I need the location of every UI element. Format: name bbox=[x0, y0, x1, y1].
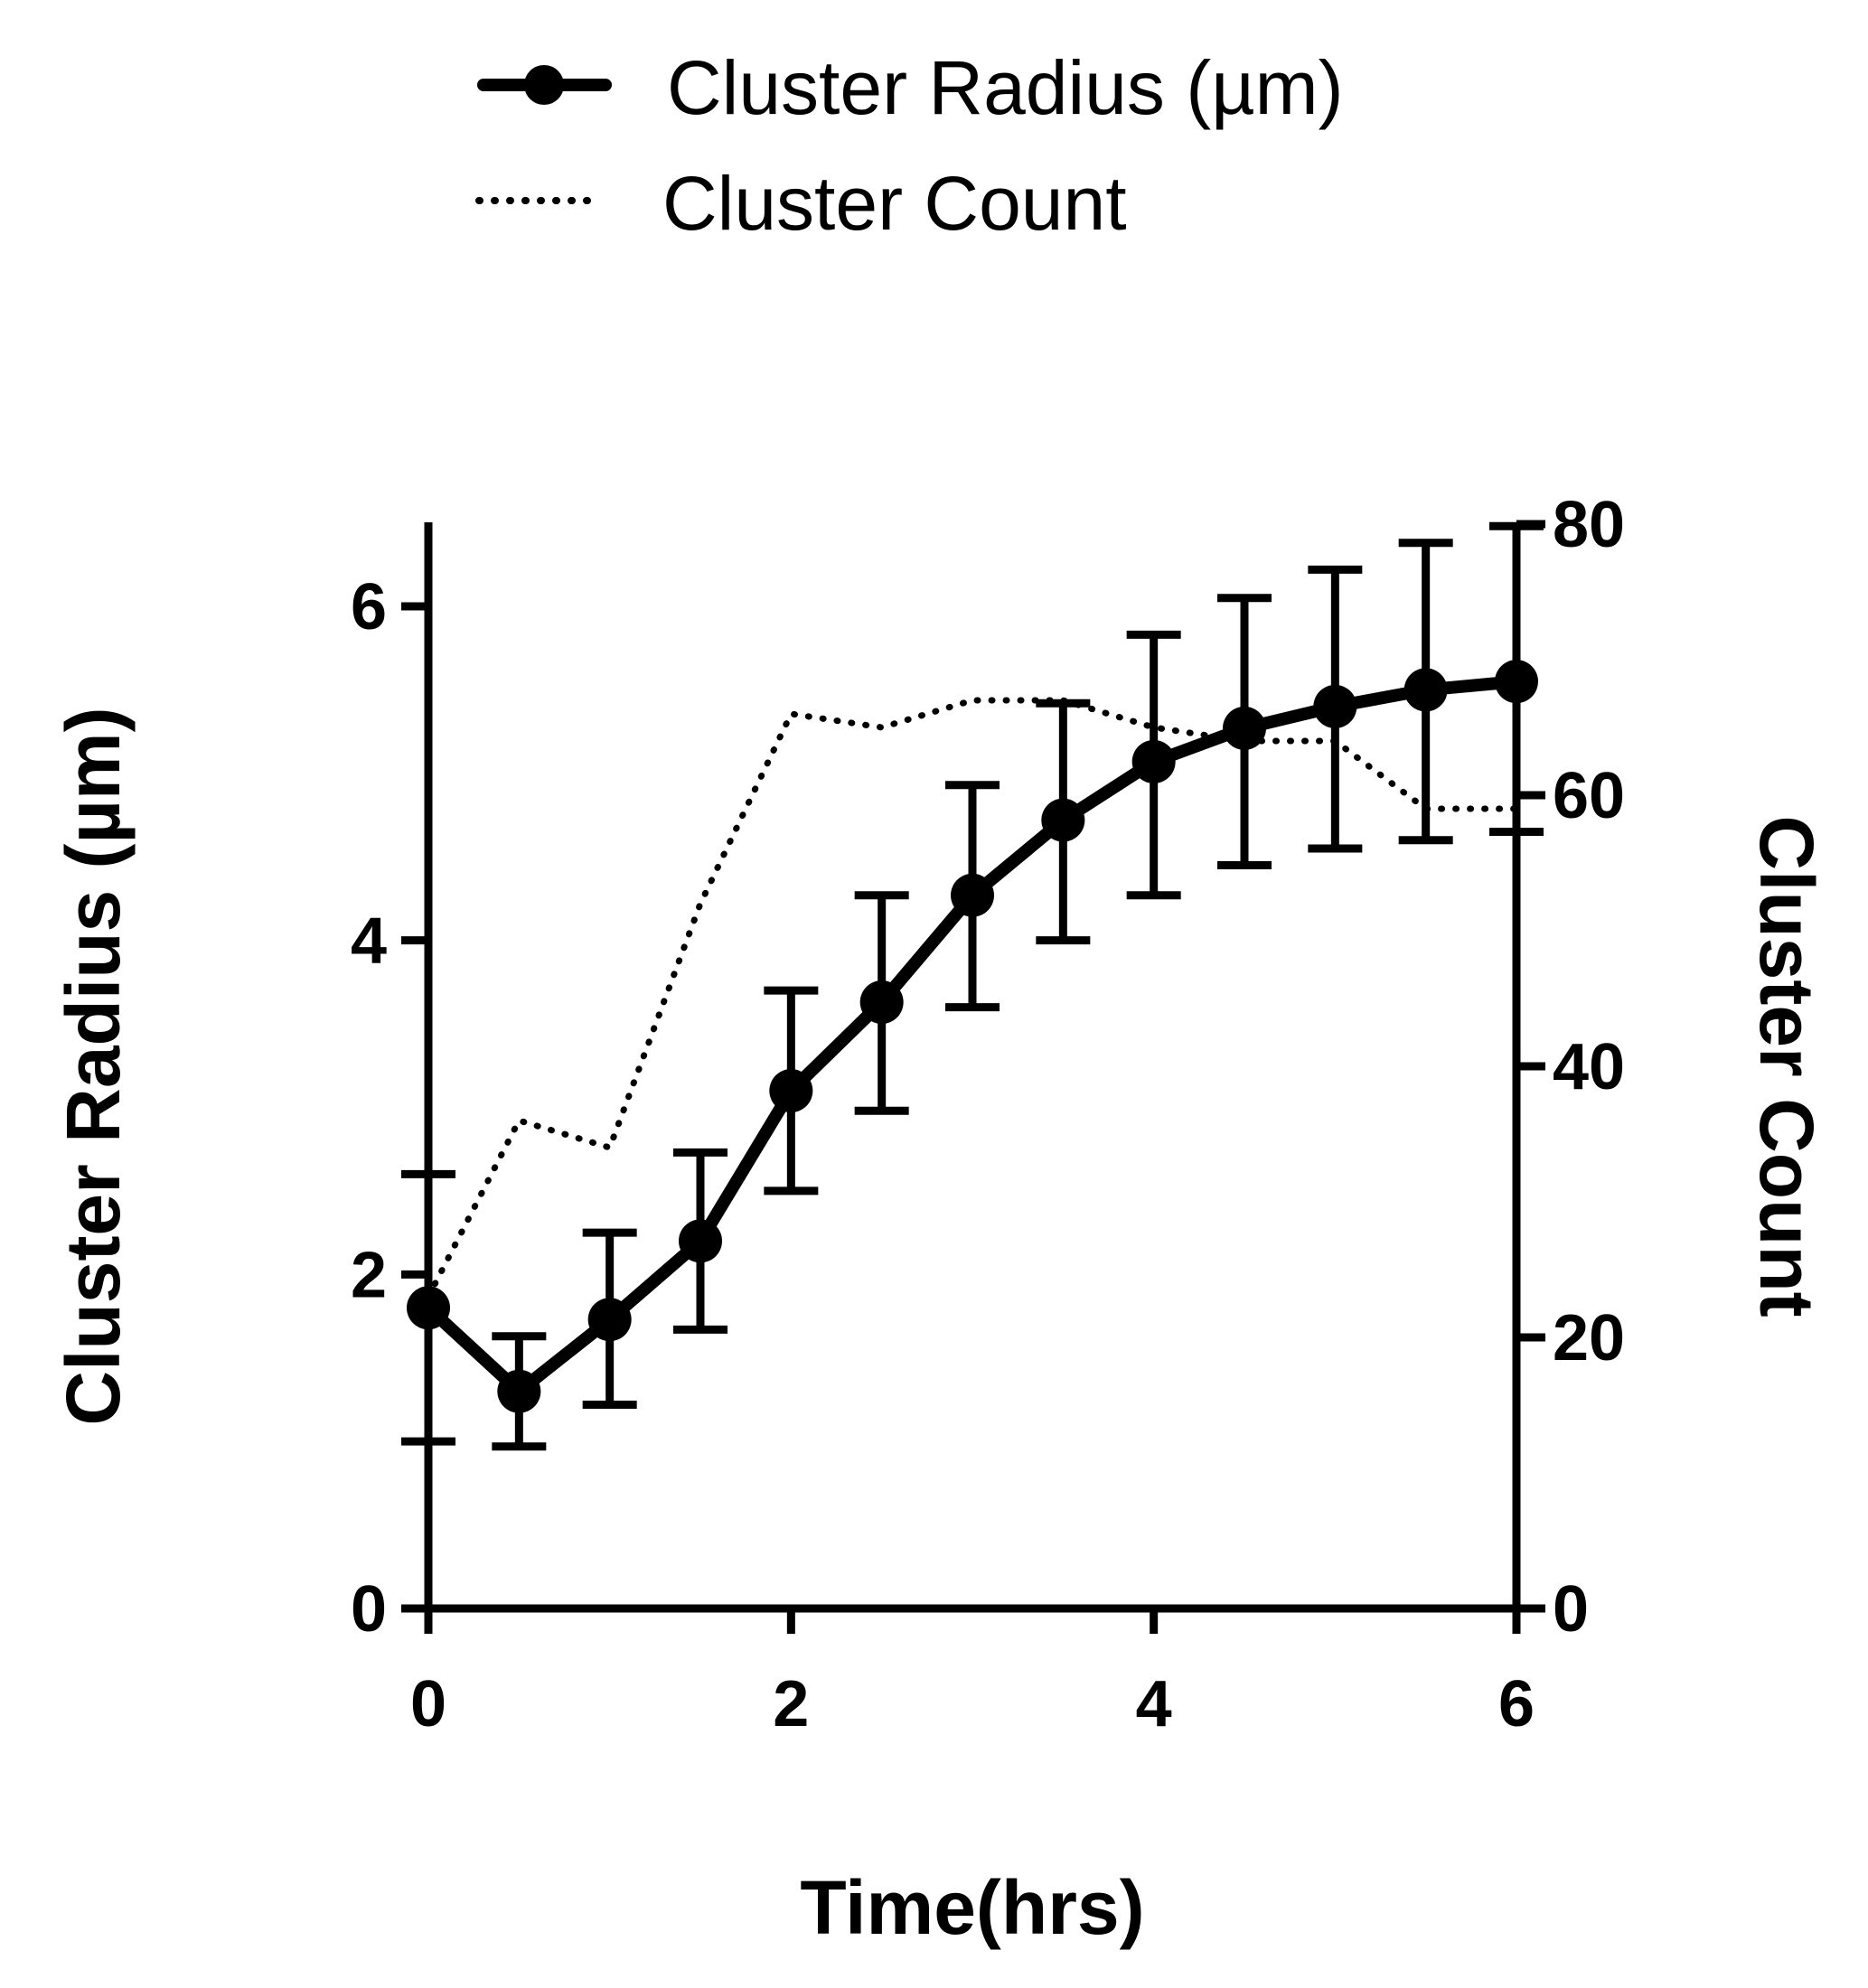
legend: Cluster Radius (µm) Cluster Count bbox=[475, 45, 1344, 246]
series-cluster-radius bbox=[407, 660, 1538, 1413]
cluster-radius-point-1 bbox=[497, 1369, 541, 1413]
cluster-radius-point-11 bbox=[1403, 668, 1448, 712]
y2-tick-label-1: 20 bbox=[1553, 1302, 1625, 1374]
y-tick-label-1: 2 bbox=[351, 1239, 387, 1311]
x-axis-title: Time(hrs) bbox=[800, 1865, 1144, 1950]
y2-tick-label-0: 0 bbox=[1553, 1573, 1589, 1646]
cluster-radius-point-8 bbox=[1131, 739, 1176, 783]
cluster-radius-point-6 bbox=[951, 873, 994, 917]
legend-label-radius: Cluster Radius (µm) bbox=[667, 45, 1344, 130]
legend-item-count: Cluster Count bbox=[475, 161, 1127, 246]
y2-tick-label-3: 60 bbox=[1553, 760, 1625, 832]
x-ticks: 0 2 4 6 bbox=[410, 1608, 1535, 1740]
y-ticks-right: 0 20 40 60 80 bbox=[1516, 489, 1625, 1646]
cluster-radius-point-2 bbox=[587, 1298, 632, 1342]
cluster-radius-point-10 bbox=[1313, 684, 1357, 728]
cluster-radius-point-3 bbox=[679, 1219, 722, 1263]
cluster-radius-point-5 bbox=[859, 980, 904, 1025]
legend-item-radius: Cluster Radius (µm) bbox=[477, 45, 1344, 130]
cluster-radius-point-9 bbox=[1223, 706, 1266, 750]
y2-tick-label-4: 80 bbox=[1553, 489, 1625, 561]
y2-tick-label-2: 40 bbox=[1553, 1031, 1625, 1103]
cluster-radius-point-4 bbox=[769, 1069, 813, 1113]
x-tick-label-3: 6 bbox=[1498, 1668, 1535, 1740]
y-ticks-left: 0 2 4 6 bbox=[351, 571, 428, 1646]
legend-marker-radius bbox=[524, 65, 564, 105]
x-tick-label-1: 2 bbox=[773, 1668, 809, 1740]
y-tick-label-3: 6 bbox=[351, 571, 387, 643]
y-tick-label-2: 4 bbox=[351, 905, 387, 978]
cluster-radius-point-12 bbox=[1495, 660, 1538, 704]
axes bbox=[424, 522, 1525, 1613]
y-axis-title-right: Cluster Count bbox=[1744, 815, 1829, 1317]
x-tick-label-2: 4 bbox=[1136, 1668, 1172, 1740]
y-axis-title-left: Cluster Radius (µm) bbox=[51, 707, 136, 1425]
cluster-radius-point-0 bbox=[407, 1286, 450, 1330]
cluster-radius-point-7 bbox=[1041, 798, 1085, 842]
legend-label-count: Cluster Count bbox=[662, 161, 1127, 246]
y-tick-label-0: 0 bbox=[351, 1573, 387, 1646]
error-bars-cluster-radius bbox=[401, 521, 1544, 1451]
x-tick-label-0: 0 bbox=[410, 1668, 446, 1740]
